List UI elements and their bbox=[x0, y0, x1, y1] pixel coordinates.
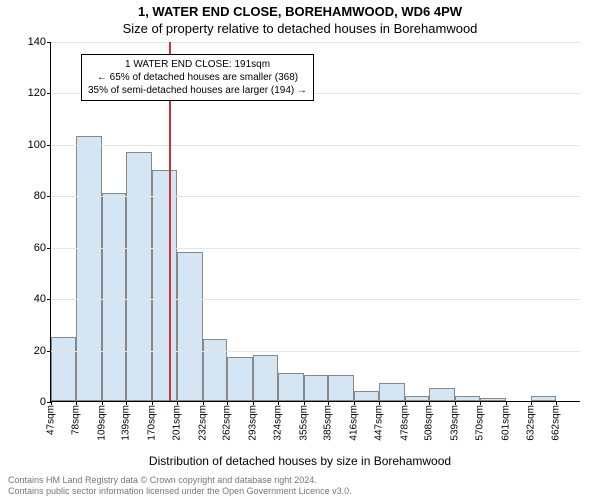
xtick-label: 508sqm bbox=[424, 401, 435, 441]
xtick-label: 324sqm bbox=[273, 401, 284, 441]
xtick-label: 139sqm bbox=[121, 401, 132, 441]
ytick-mark bbox=[47, 196, 51, 197]
ytick-mark bbox=[47, 248, 51, 249]
histogram-bar bbox=[102, 193, 127, 401]
ytick-mark bbox=[47, 299, 51, 300]
annotation-line: ← 65% of detached houses are smaller (36… bbox=[88, 71, 307, 84]
xtick-label: 262sqm bbox=[222, 401, 233, 441]
xtick-label: 539sqm bbox=[449, 401, 460, 441]
ytick-label: 60 bbox=[34, 242, 46, 254]
page-title: 1, WATER END CLOSE, BOREHAMWOOD, WD6 4PW bbox=[0, 4, 600, 19]
xtick-label: 78sqm bbox=[71, 401, 82, 435]
histogram-bar bbox=[354, 391, 379, 401]
x-axis-label: Distribution of detached houses by size … bbox=[0, 454, 600, 468]
gridline bbox=[51, 196, 580, 197]
histogram-bar bbox=[304, 375, 329, 401]
ytick-label: 100 bbox=[28, 139, 46, 151]
gridline bbox=[51, 145, 580, 146]
histogram-bar bbox=[379, 383, 404, 401]
ytick-mark bbox=[47, 93, 51, 94]
ytick-mark bbox=[47, 42, 51, 43]
histogram-bar bbox=[126, 152, 151, 401]
xtick-label: 385sqm bbox=[323, 401, 334, 441]
gridline bbox=[51, 351, 580, 352]
ytick-label: 20 bbox=[34, 345, 46, 357]
histogram-bar bbox=[76, 136, 101, 401]
ytick-label: 140 bbox=[28, 36, 46, 48]
histogram-bar bbox=[51, 337, 76, 401]
histogram-bar bbox=[203, 339, 228, 401]
histogram-bar bbox=[278, 373, 303, 401]
xtick-label: 662sqm bbox=[550, 401, 561, 441]
xtick-label: 170sqm bbox=[146, 401, 157, 441]
xtick-label: 293sqm bbox=[247, 401, 258, 441]
histogram-bar bbox=[152, 170, 177, 401]
gridline bbox=[51, 248, 580, 249]
xtick-label: 47sqm bbox=[46, 401, 57, 435]
histogram-bar bbox=[328, 375, 353, 401]
xtick-label: 570sqm bbox=[475, 401, 486, 441]
ytick-label: 40 bbox=[34, 293, 46, 305]
xtick-label: 632sqm bbox=[525, 401, 536, 441]
annotation-line: 35% of semi-detached houses are larger (… bbox=[88, 84, 307, 97]
annotation-box: 1 WATER END CLOSE: 191sqm← 65% of detach… bbox=[81, 54, 314, 101]
ytick-label: 120 bbox=[28, 87, 46, 99]
histogram-bar bbox=[227, 357, 252, 401]
chart-container: 1, WATER END CLOSE, BOREHAMWOOD, WD6 4PW… bbox=[0, 0, 600, 500]
annotation-line: 1 WATER END CLOSE: 191sqm bbox=[88, 58, 307, 71]
xtick-label: 478sqm bbox=[399, 401, 410, 441]
plot-axes: 02040608010012014047sqm78sqm109sqm139sqm… bbox=[50, 42, 580, 402]
ytick-label: 80 bbox=[34, 190, 46, 202]
xtick-label: 601sqm bbox=[500, 401, 511, 441]
footnote-line-1: Contains HM Land Registry data © Crown c… bbox=[8, 475, 352, 486]
chart-subtitle: Size of property relative to detached ho… bbox=[0, 21, 600, 36]
histogram-bar bbox=[177, 252, 202, 401]
histogram-bar bbox=[429, 388, 454, 401]
xtick-label: 232sqm bbox=[197, 401, 208, 441]
ytick-mark bbox=[47, 145, 51, 146]
xtick-label: 201sqm bbox=[172, 401, 183, 441]
xtick-label: 109sqm bbox=[96, 401, 107, 441]
xtick-label: 447sqm bbox=[374, 401, 385, 441]
xtick-label: 355sqm bbox=[298, 401, 309, 441]
xtick-label: 416sqm bbox=[348, 401, 359, 441]
gridline bbox=[51, 42, 580, 43]
plot-area: 02040608010012014047sqm78sqm109sqm139sqm… bbox=[50, 42, 580, 402]
ytick-mark bbox=[47, 351, 51, 352]
gridline bbox=[51, 299, 580, 300]
footnote-line-2: Contains public sector information licen… bbox=[8, 486, 352, 497]
histogram-bar bbox=[253, 355, 278, 401]
footnote: Contains HM Land Registry data © Crown c… bbox=[8, 475, 352, 497]
